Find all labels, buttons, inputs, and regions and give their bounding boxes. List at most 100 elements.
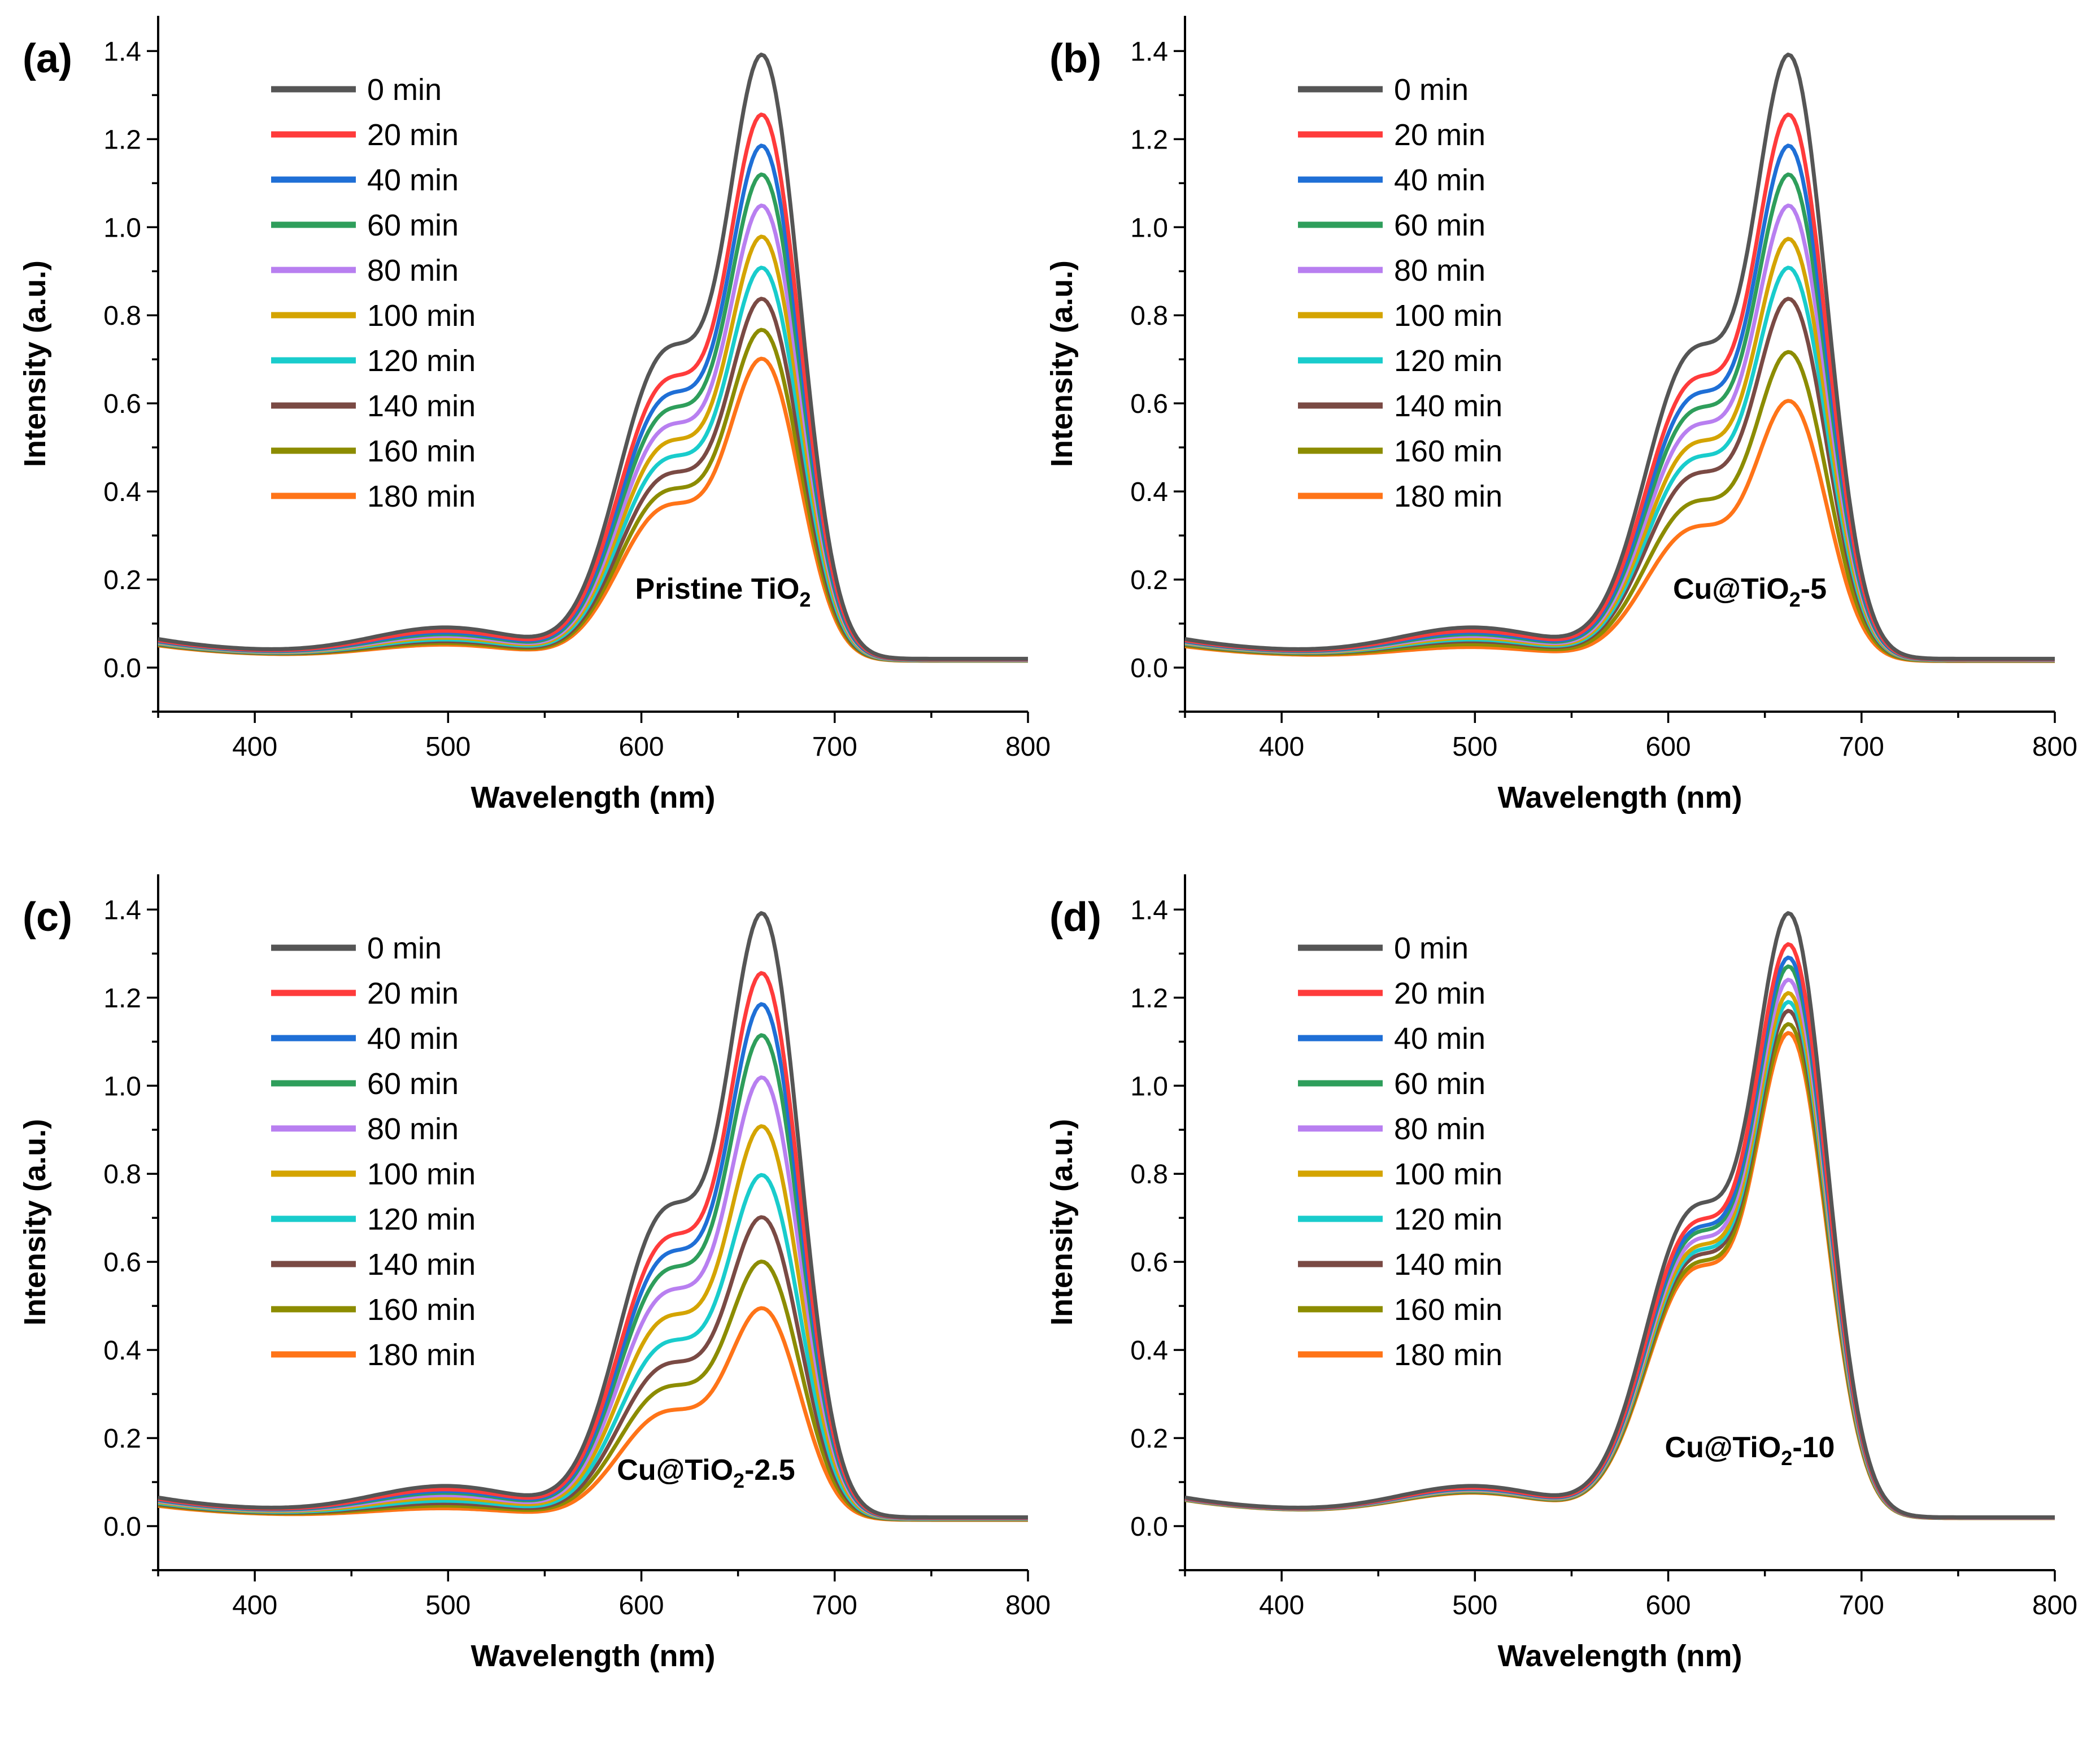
sample-label: Cu@TiO2-5 <box>1673 573 1827 611</box>
sample-label: Pristine TiO2 <box>635 573 811 611</box>
y-tick-label: 0.8 <box>103 1160 141 1189</box>
spectrum-line-100-min <box>1184 991 2055 1520</box>
sample-label-subscript: 2 <box>1789 588 1801 611</box>
spectrum-line-100-min <box>158 1124 1028 1521</box>
legend-label: 100 min <box>1394 299 1502 333</box>
sample-label-suffix: -2.5 <box>744 1454 795 1487</box>
sample-label-suffix: -5 <box>1801 573 1827 605</box>
y-tick-label: 0.4 <box>1130 477 1168 507</box>
y-tick-label: 1.2 <box>1130 125 1168 155</box>
legend-label: 140 min <box>367 389 476 423</box>
y-tick-label: 0.0 <box>1130 653 1168 683</box>
y-tick-label: 0.6 <box>1130 1248 1168 1278</box>
spectrum-line-180-min <box>158 1306 1028 1522</box>
x-tick-label: 400 <box>1259 732 1304 762</box>
legend-label: 60 min <box>367 208 459 242</box>
x-tick-label: 600 <box>619 1591 664 1620</box>
legend-label: 180 min <box>1394 1338 1502 1372</box>
spectrum-line-20-min <box>158 971 1028 1520</box>
legend-label: 60 min <box>367 1067 459 1101</box>
panel-label: (b) <box>1049 36 1101 81</box>
y-tick-label: 0.4 <box>103 477 141 507</box>
spectrum-line-180-min <box>1184 1031 2055 1520</box>
legend-label: 100 min <box>1394 1157 1502 1191</box>
y-tick-label: 1.0 <box>1130 213 1168 243</box>
sample-label-main: Pristine TiO <box>635 573 800 605</box>
x-tick-label: 500 <box>425 1591 470 1620</box>
y-tick-label: 0.2 <box>1130 1424 1168 1454</box>
legend-label: 80 min <box>367 1112 459 1146</box>
legend-label: 40 min <box>1394 163 1485 197</box>
legend-label: 100 min <box>367 299 476 333</box>
x-tick-label: 800 <box>1005 1591 1051 1620</box>
spectrum-line-0-min <box>1184 53 2055 661</box>
y-tick-label: 0.6 <box>103 1248 141 1278</box>
sample-label: Cu@TiO2-10 <box>1665 1431 1835 1470</box>
sample-label-main: Cu@TiO <box>1673 573 1789 605</box>
x-tick-label: 500 <box>425 732 470 762</box>
panel-label: (a) <box>23 36 72 81</box>
legend-label: 60 min <box>1394 1067 1485 1101</box>
y-tick-label: 0.6 <box>1130 389 1168 419</box>
spectrum-line-120-min <box>158 265 1028 663</box>
spectrum-line-20-min <box>1184 112 2055 661</box>
legend-label: 80 min <box>1394 1112 1485 1146</box>
y-tick-label: 1.4 <box>103 37 141 67</box>
x-tick-label: 800 <box>1005 732 1051 762</box>
panel-d: 400 500 600 700 800 0.0 0.2 0.4 0.6 0.8 1.0 1.2 1.4 W… <box>1045 874 2077 1673</box>
x-tick-label: 600 <box>1646 732 1691 762</box>
x-tick-label: 800 <box>2032 1591 2077 1620</box>
y-tick-label: 1.0 <box>103 1071 141 1101</box>
x-tick-label: 500 <box>1452 732 1497 762</box>
x-tick-label: 600 <box>619 732 664 762</box>
y-tick-label: 0.2 <box>103 565 141 595</box>
legend-label: 120 min <box>1394 1202 1502 1236</box>
legend-label: 180 min <box>367 480 476 513</box>
spectrum-line-0-min <box>158 911 1028 1519</box>
legend-label: 20 min <box>367 118 459 152</box>
legend-label: 20 min <box>1394 118 1485 152</box>
legend-label: 120 min <box>367 1202 476 1236</box>
legend-label: 120 min <box>1394 344 1502 378</box>
legend-label: 0 min <box>367 73 442 107</box>
x-tick-label: 500 <box>1452 1591 1497 1620</box>
spectrum-line-0-min <box>158 53 1028 661</box>
legend-label: 80 min <box>1394 254 1485 287</box>
spectrum-line-180-min <box>1184 399 2055 663</box>
legend-label: 140 min <box>367 1248 476 1282</box>
spectrum-line-120-min <box>1184 265 2055 663</box>
spectrum-line-60-min <box>1184 172 2055 662</box>
y-tick-label: 0.8 <box>103 301 141 331</box>
legend-label: 100 min <box>367 1157 476 1191</box>
legend-label: 0 min <box>1394 73 1469 107</box>
legend-label: 140 min <box>1394 1248 1502 1282</box>
legend-label: 160 min <box>367 1293 476 1327</box>
sample-label-main: Cu@TiO <box>617 1454 733 1487</box>
spectrum-line-20-min <box>158 112 1028 661</box>
y-tick-label: 1.0 <box>103 213 141 243</box>
sample-label-main: Cu@TiO <box>1665 1431 1781 1464</box>
sample-label-suffix: -10 <box>1792 1431 1835 1464</box>
spectrum-line-60-min <box>158 172 1028 662</box>
legend-label: 20 min <box>1394 977 1485 1010</box>
x-tick-label: 700 <box>812 732 857 762</box>
y-tick-label: 1.2 <box>103 983 141 1013</box>
sample-label-subscript: 2 <box>733 1469 744 1492</box>
y-tick-label: 1.4 <box>1130 37 1168 67</box>
legend-label: 40 min <box>367 1022 459 1056</box>
sample-label-subscript: 2 <box>799 588 811 611</box>
sample-label-subscript: 2 <box>1781 1446 1792 1470</box>
legend-label: 180 min <box>367 1338 476 1372</box>
legend-label: 160 min <box>1394 1293 1502 1327</box>
legend-label: 160 min <box>367 434 476 468</box>
legend-label: 140 min <box>1394 389 1502 423</box>
panel-label: (c) <box>23 895 72 940</box>
x-tick-label: 400 <box>232 732 277 762</box>
spectrum-line-60-min <box>158 1033 1028 1520</box>
spectrum-line-80-min <box>158 1075 1028 1520</box>
panel-b: 400 500 600 700 800 0.0 0.2 0.4 0.6 0.8 1.0 1.2 1.4 W… <box>1045 16 2077 814</box>
spectrum-line-40-min <box>1184 955 2055 1520</box>
spectrum-line-80-min <box>158 203 1028 662</box>
x-tick-label: 700 <box>812 1591 857 1620</box>
